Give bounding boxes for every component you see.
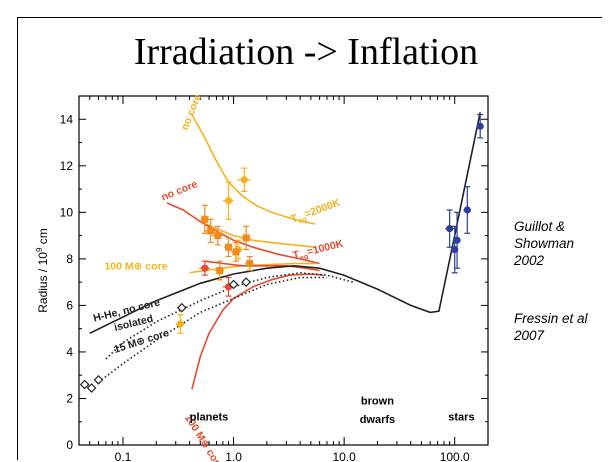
slide-frame <box>17 17 602 460</box>
curve-label: no core <box>179 92 204 132</box>
curve-yellow-t-eq-2000k <box>199 220 316 248</box>
data-point <box>207 227 215 235</box>
y-tick-label: 2 <box>66 391 73 405</box>
data-point <box>453 236 461 244</box>
x-tick-label: 0.1 <box>115 450 132 462</box>
curve-red-t-eq-1000k <box>204 260 320 272</box>
curve-black-h-he-no-core <box>89 112 481 335</box>
curve-label-rest: =2000K <box>303 197 342 221</box>
curve-label: Teq=2000K <box>289 197 343 228</box>
reference-fressin: Fressin et al 2007 <box>514 310 588 344</box>
data-point <box>446 225 454 233</box>
data-point <box>242 234 250 242</box>
data-point <box>232 248 240 256</box>
y-tick-label: 12 <box>60 159 74 173</box>
data-point <box>241 277 252 287</box>
reference-line: Fressin et al <box>514 311 588 326</box>
curve-red-100-m-core <box>191 273 324 390</box>
reference-line: Guillot & <box>514 219 566 234</box>
region-label: stars <box>448 412 474 424</box>
y-tick-label: 4 <box>66 345 73 359</box>
y-tick-label: 10 <box>60 205 74 219</box>
data-point <box>224 197 233 205</box>
y-tick-label: 0 <box>66 438 73 452</box>
y-axis-label-unit: cm <box>36 228 50 247</box>
y-tick-label: 6 <box>66 298 73 312</box>
curve-yellow-no-core <box>191 114 316 225</box>
data-point <box>463 206 471 214</box>
x-tick-label: 10.0 <box>332 450 356 462</box>
data-point <box>246 260 254 268</box>
y-tick-label: 14 <box>60 112 74 126</box>
plot-frame <box>78 95 489 446</box>
region-label: dwarfs <box>360 414 395 426</box>
region-label: planets <box>190 412 229 424</box>
data-point <box>86 383 97 393</box>
y-tick-label: 8 <box>66 252 73 266</box>
curve-label-sub: eq <box>298 216 308 225</box>
data-point <box>201 264 209 272</box>
data-point <box>240 176 248 184</box>
y-axis-label: Radius / 109 cm <box>35 228 50 313</box>
reference-line: 2002 <box>514 253 545 268</box>
data-point <box>201 215 209 223</box>
data-point <box>79 379 90 390</box>
slide-title: Irradiation -> Inflation <box>133 31 479 73</box>
data-point <box>176 302 187 313</box>
curve-label: no core <box>160 178 200 203</box>
y-axis-label-sup: 9 <box>35 247 44 252</box>
curve-label: Teq=1000K <box>292 238 346 264</box>
data-point <box>476 122 484 130</box>
data-point <box>216 267 224 274</box>
curve-black-isolated <box>105 271 354 360</box>
reference-guillot-showman: Guillot & Showman 2002 <box>514 218 574 269</box>
curve-label-sub: eq <box>299 253 309 262</box>
x-tick-label: 100.0 <box>440 450 470 462</box>
curve-black-15-m-core <box>98 276 327 383</box>
data-point <box>228 279 239 290</box>
data-point <box>93 375 104 385</box>
curve-label-rest: =1000K <box>306 238 345 259</box>
data-point <box>214 232 222 240</box>
region-label: brown <box>361 395 394 407</box>
data-point <box>225 243 233 251</box>
curve-red-no-core <box>166 202 320 265</box>
x-tick-label: 1.0 <box>225 450 242 462</box>
reference-line: 2007 <box>514 328 545 343</box>
reference-line: Showman <box>514 236 575 251</box>
data-point <box>176 320 184 328</box>
curve-label: 100 M⊕ core <box>104 260 167 272</box>
